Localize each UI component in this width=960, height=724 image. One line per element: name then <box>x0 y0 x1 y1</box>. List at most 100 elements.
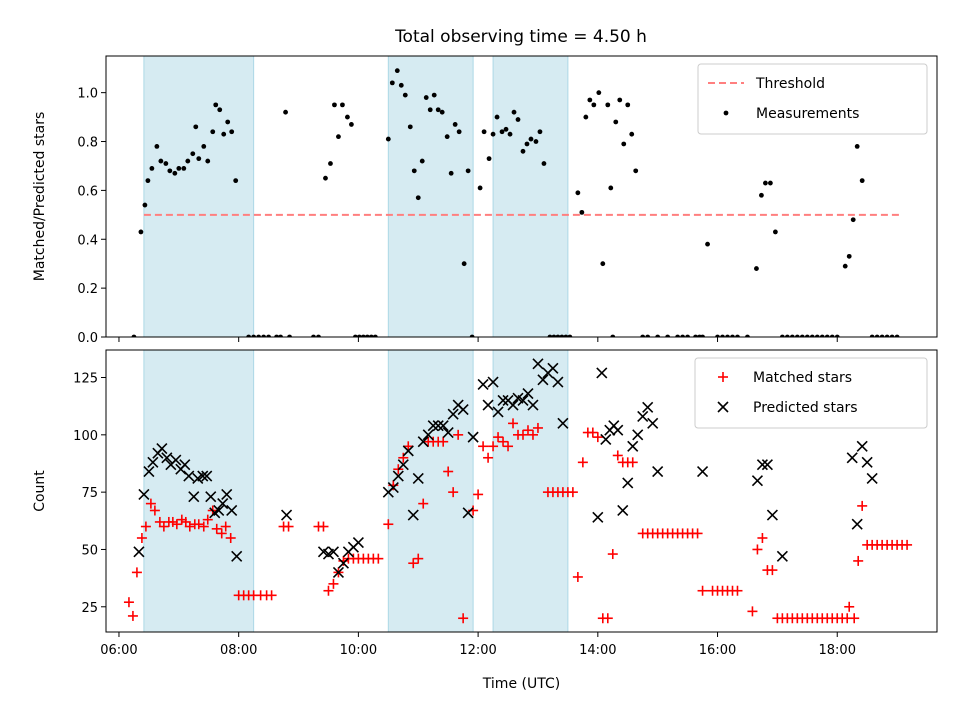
predicted-star-mark-b <box>537 374 549 386</box>
predicted-star-point <box>221 488 233 501</box>
measurement-point <box>349 122 354 127</box>
predicted-star-mark-b <box>751 475 763 487</box>
predicted-star-mark-b <box>437 420 449 432</box>
y-tick-label: 75 <box>81 486 98 501</box>
matched-star-point <box>527 429 538 440</box>
predicted-star-point <box>197 470 209 482</box>
measurement-point <box>213 102 219 108</box>
predicted-star-mark-b <box>637 410 649 423</box>
matched-star-point <box>318 521 329 532</box>
measurement-point <box>685 334 690 337</box>
predicted-star-mark-b <box>205 491 217 503</box>
measurement-point <box>869 334 875 337</box>
matched-star-point <box>757 533 768 543</box>
measurement-point <box>431 92 437 98</box>
predicted-star-point <box>637 410 649 423</box>
predicted-star-mark-b <box>487 376 499 388</box>
predicted-star-point <box>161 452 173 464</box>
predicted-star-mark-b <box>217 498 229 510</box>
predicted-star-mark-b <box>532 358 544 370</box>
predicted-star-point <box>392 470 404 482</box>
predicted-star-point <box>417 436 429 448</box>
y-tick-label: 0.2 <box>77 282 98 297</box>
measurement-point <box>537 129 543 135</box>
measurement-point <box>824 334 830 337</box>
predicted-star-point <box>179 459 191 471</box>
measurement-point <box>407 124 413 130</box>
bottom-panel: 25 50 75 100 125 06:00 08:00 10:00 12:00 14:00 16:… <box>32 349 938 692</box>
predicted-star-mark-b <box>397 459 409 471</box>
matched-star-point <box>844 601 855 612</box>
matched-star-point <box>473 489 484 500</box>
matched-star-point <box>483 452 494 463</box>
matched-star-point <box>158 521 169 532</box>
measurement-point <box>613 119 619 125</box>
matched-star-point <box>323 585 334 596</box>
measurement-point <box>328 161 333 166</box>
measurement-point <box>884 334 890 337</box>
predicted-star-point <box>138 488 150 501</box>
measurement-point <box>389 80 395 86</box>
measurement-point <box>419 158 425 164</box>
matched-star-point <box>692 528 703 539</box>
predicted-star-point <box>133 546 145 558</box>
measurement-point <box>427 107 433 113</box>
measurement-point <box>575 190 581 196</box>
y-axis-label: Matched/Predicted stars <box>32 112 48 282</box>
measurement-point <box>889 334 895 337</box>
measurement-point <box>345 114 350 120</box>
matched-star-point <box>517 429 528 440</box>
measurement-point <box>398 82 404 88</box>
measurement-point <box>579 209 585 215</box>
measurement-point <box>461 261 467 267</box>
measurement-point <box>567 334 573 337</box>
matched-star-point <box>418 498 429 509</box>
predicted-star-mark-b <box>231 550 243 562</box>
predicted-star-mark-b <box>497 394 509 407</box>
x-tick-label: 12:00 <box>459 643 496 658</box>
top-panel: 0.0 0.2 0.4 0.6 0.8 1.0 Matched/Predicted star… <box>32 55 938 346</box>
predicted-star-point <box>422 429 434 441</box>
predicted-star-mark-b <box>766 509 778 521</box>
measurement-point <box>804 334 810 337</box>
predicted-star-point <box>156 443 168 455</box>
predicted-star-point <box>552 376 564 388</box>
predicted-star-point <box>201 470 213 482</box>
predicted-star-point <box>427 420 439 432</box>
y-tick-label: 25 <box>81 601 98 616</box>
legend-label: Predicted stars <box>753 400 858 416</box>
predicted-star-mark-b <box>447 408 459 420</box>
measurement-point <box>608 185 614 191</box>
predicted-star-point <box>652 465 664 478</box>
measurement-point <box>364 334 370 337</box>
predicted-star-mark-b <box>527 399 539 411</box>
matched-star-point <box>747 606 758 617</box>
matched-star-point <box>572 571 583 582</box>
measurement-point <box>149 166 155 171</box>
predicted-star-mark-b <box>221 488 233 501</box>
measurement-point <box>411 168 417 174</box>
matched-star-point <box>592 432 603 443</box>
measurement-point <box>274 334 279 337</box>
y-tick-label: 100 <box>73 429 98 444</box>
predicted-star-mark-b <box>156 443 168 455</box>
predicted-star-point <box>352 537 364 549</box>
measurement-point <box>700 334 705 337</box>
predicted-star-point <box>402 445 414 457</box>
matched-star-point <box>607 549 618 560</box>
predicted-star-mark-b <box>596 367 608 379</box>
legend-label: Threshold <box>755 76 825 92</box>
measurement-point <box>754 266 759 271</box>
matched-star-point <box>732 585 743 596</box>
measurement-point <box>205 158 211 164</box>
measurement-point <box>551 334 557 337</box>
measurement-point <box>547 334 553 337</box>
matched-star-point <box>145 498 156 509</box>
predicted-star-mark-b <box>512 392 524 404</box>
matched-star-point <box>193 519 204 530</box>
axes-frame <box>105 349 938 633</box>
measurement-point <box>340 102 345 108</box>
x-tick-label: 18:00 <box>819 643 856 658</box>
measurement-point <box>879 334 885 337</box>
